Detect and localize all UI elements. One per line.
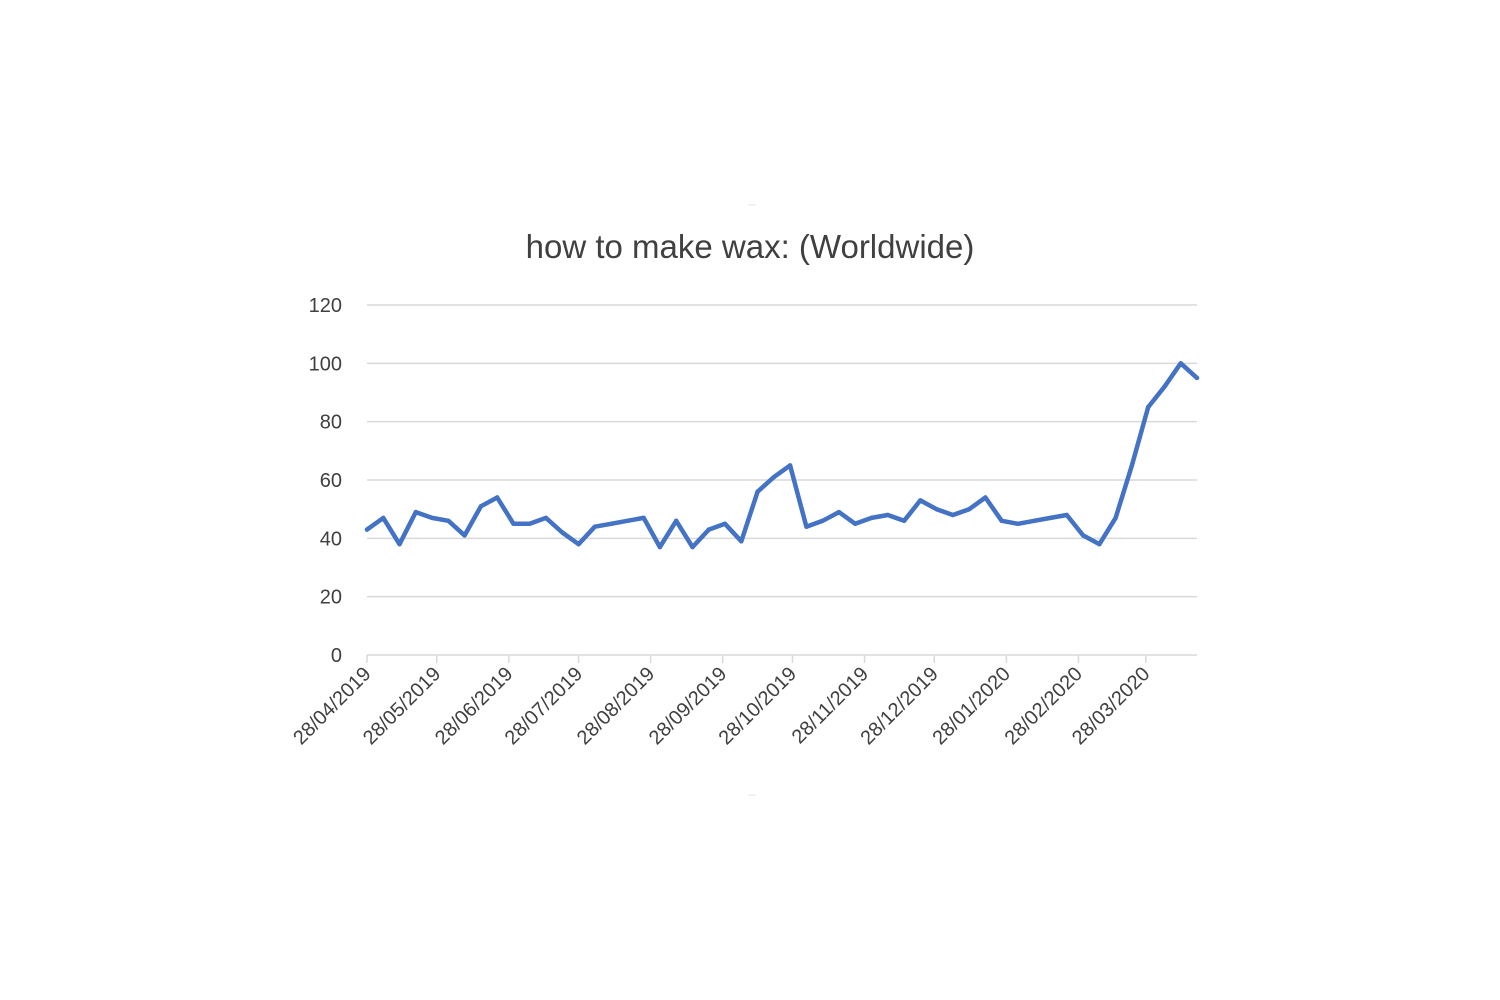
y-tick-label: 120 [309, 295, 342, 317]
data-point [560, 530, 565, 535]
data-point [1129, 463, 1135, 468]
data-point [1162, 384, 1167, 389]
data-point [1145, 404, 1151, 410]
data-point [446, 518, 451, 524]
data-point [413, 509, 419, 515]
chart-title: how to make wax: (Worldwide) [526, 228, 975, 265]
data-point [657, 544, 663, 550]
data-point [625, 518, 630, 524]
data-point [739, 539, 744, 544]
data-point [1097, 541, 1102, 547]
series-line [364, 361, 1200, 550]
y-tick-label: 0 [331, 645, 342, 667]
y-tick-label: 40 [320, 528, 342, 550]
data-point [397, 541, 402, 547]
data-point [950, 512, 956, 518]
data-point [918, 498, 923, 503]
data-point [820, 518, 825, 524]
data-point [1032, 518, 1037, 524]
data-point [869, 515, 874, 521]
data-point [576, 541, 581, 547]
data-point [706, 527, 711, 532]
data-point [999, 518, 1004, 524]
data-point [511, 521, 516, 526]
data-point [1080, 533, 1086, 538]
data-point [592, 524, 598, 529]
data-point [381, 515, 386, 521]
data-point [983, 495, 988, 500]
data-point [429, 515, 435, 521]
gridlines [367, 304, 1197, 598]
y-tick-label: 100 [309, 353, 342, 375]
data-point [1015, 521, 1021, 526]
data-point [853, 521, 858, 526]
y-tick-label: 80 [320, 412, 342, 434]
data-point [901, 518, 907, 524]
data-point [966, 506, 972, 512]
data-point [885, 512, 890, 518]
data-point [934, 506, 939, 512]
data-point [1194, 375, 1200, 381]
series-layer [364, 361, 1200, 550]
data-point [771, 474, 777, 480]
data-point [755, 489, 760, 494]
data-point [364, 527, 370, 532]
data-point [1064, 512, 1070, 518]
data-point [674, 518, 679, 524]
data-point [1113, 515, 1118, 521]
y-axis-tick-labels: 0 20 40 60 80 100 120 [309, 295, 342, 667]
data-point [722, 521, 728, 526]
data-point [1048, 515, 1053, 521]
data-point [787, 463, 793, 468]
data-point [608, 521, 614, 526]
data-point [462, 533, 467, 538]
data-point [543, 515, 549, 521]
data-point [836, 509, 842, 515]
data-point [690, 544, 695, 550]
y-tick-label: 20 [320, 587, 342, 609]
data-point [641, 515, 646, 521]
data-point [527, 521, 532, 526]
y-tick-label: 60 [320, 470, 342, 492]
data-point [804, 524, 809, 529]
data-point [494, 495, 500, 500]
x-axis: 28/04/201928/05/201928/06/201928/07/2019… [289, 654, 1197, 749]
data-point [1178, 361, 1183, 366]
data-point [478, 504, 484, 509]
